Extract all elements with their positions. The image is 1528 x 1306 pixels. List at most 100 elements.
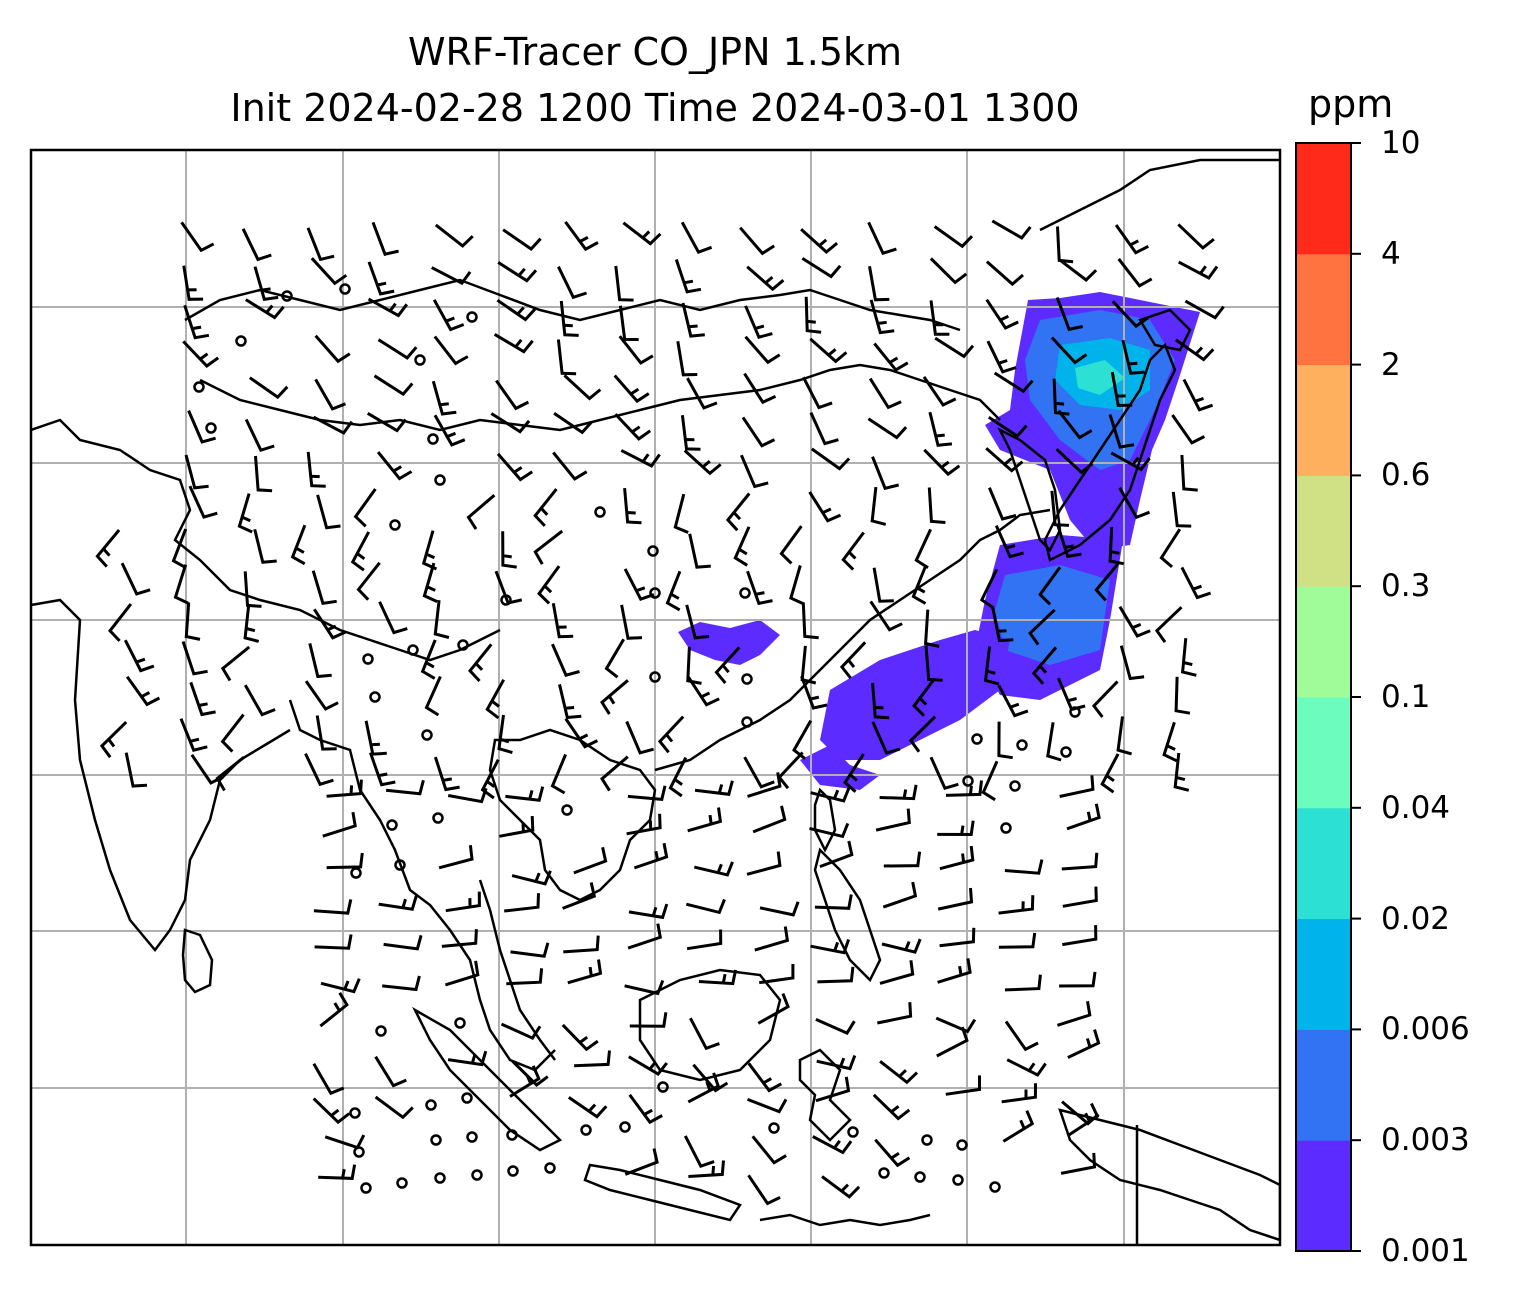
wind-barb xyxy=(604,638,625,679)
wind-barb xyxy=(997,721,1013,760)
wind-barb xyxy=(676,341,698,377)
wind-barb xyxy=(623,568,655,602)
wind-barb xyxy=(171,528,188,569)
wind-barb xyxy=(624,979,665,996)
wind-barb xyxy=(304,680,339,711)
korea xyxy=(997,427,1062,553)
colorbar-tick-label: 0.02 xyxy=(1381,900,1451,937)
wind-barb xyxy=(364,720,387,756)
wind-barb xyxy=(622,221,662,246)
calm-wind-marker xyxy=(507,1165,519,1177)
wind-barb xyxy=(686,377,718,410)
wind-barb xyxy=(625,720,654,755)
calm-wind-marker xyxy=(375,1025,387,1037)
calm-wind-marker xyxy=(389,519,401,531)
wind-barb xyxy=(559,300,579,337)
colorbar-segment xyxy=(1296,143,1351,255)
wind-barb xyxy=(431,266,472,286)
wind-barb xyxy=(1100,753,1120,794)
wind-barb xyxy=(686,646,702,685)
wind-barb xyxy=(181,641,208,676)
wind-barb xyxy=(562,882,597,910)
colorbar-tick-label: 10 xyxy=(1381,125,1421,161)
wind-barb xyxy=(733,526,751,567)
calm-wind-marker xyxy=(430,1134,442,1146)
wind-barb xyxy=(629,1012,668,1028)
wind-barb xyxy=(810,447,851,471)
map-subtitle: Init 2024-02-28 1200 Time 2024-03-01 130… xyxy=(230,86,1080,130)
wind-barb xyxy=(1159,528,1182,569)
wind-barb xyxy=(1117,257,1153,288)
wind-barb xyxy=(1055,448,1094,475)
wind-barb xyxy=(314,378,347,411)
wind-barb xyxy=(506,968,544,986)
wind-barb xyxy=(421,530,438,571)
calm-wind-marker xyxy=(1009,780,1021,792)
calm-wind-marker xyxy=(421,729,433,741)
wind-barb xyxy=(873,342,909,372)
wind-barb xyxy=(563,935,600,954)
calm-wind-marker xyxy=(362,653,374,665)
plume-china-coast xyxy=(820,630,1010,760)
calm-wind-marker xyxy=(434,474,446,486)
wind-barb xyxy=(804,296,822,334)
wind-barb xyxy=(350,531,371,572)
wind-barb xyxy=(618,335,654,365)
wind-barb xyxy=(815,1076,851,1103)
wind-barb xyxy=(758,964,795,985)
wind-barb xyxy=(494,570,523,605)
wind-barb xyxy=(743,756,775,789)
wind-barb xyxy=(1004,1020,1039,1052)
wind-barb xyxy=(501,531,517,569)
sulawesi xyxy=(798,1048,852,1142)
wind-barb xyxy=(1154,606,1183,643)
wind-barb xyxy=(557,266,588,300)
calm-wind-marker xyxy=(544,1162,556,1174)
co-tracer-layer xyxy=(678,292,1200,790)
wind-barb xyxy=(374,1095,414,1120)
wind-barb xyxy=(747,1062,783,1093)
colorbar-unit-label: ppm xyxy=(1308,82,1394,126)
wind-barb xyxy=(680,221,713,255)
wind-barb xyxy=(306,451,326,488)
wind-barb xyxy=(497,714,513,755)
wind-barb xyxy=(1110,451,1151,472)
wind-barb xyxy=(356,561,381,601)
wind-barb xyxy=(657,715,685,754)
calm-wind-marker xyxy=(425,1099,437,1111)
wind-barb xyxy=(698,969,738,986)
wind-barb xyxy=(694,780,734,796)
wind-barb xyxy=(237,493,253,534)
wind-barb xyxy=(934,336,975,359)
calm-wind-marker xyxy=(205,422,217,434)
wind-barb xyxy=(908,715,937,753)
wind-barb xyxy=(789,564,805,606)
wind-barb xyxy=(123,639,155,673)
wind-barb xyxy=(1091,680,1119,718)
wind-barb xyxy=(618,305,639,342)
luzon xyxy=(813,847,882,983)
wind-barb xyxy=(313,899,353,915)
wind-barb xyxy=(1177,223,1215,250)
wind-barb xyxy=(184,454,209,490)
wind-barb xyxy=(1056,226,1074,264)
wind-barb xyxy=(253,528,277,564)
wind-barb xyxy=(304,752,334,787)
wind-barb xyxy=(95,529,121,568)
wind-barb xyxy=(1062,886,1098,908)
wind-barb xyxy=(1060,1152,1097,1175)
wind-barb xyxy=(777,751,804,790)
himalaya-border xyxy=(31,418,501,662)
wind-barb xyxy=(922,376,957,407)
wind-barb xyxy=(1062,925,1098,947)
wind-barb xyxy=(744,305,773,339)
wind-barb xyxy=(373,374,414,397)
plume-china-coast-2 xyxy=(800,745,880,790)
wind-barb xyxy=(945,1075,981,1096)
wind-barb xyxy=(312,1097,351,1125)
wind-barb xyxy=(1171,491,1192,528)
wind-barb xyxy=(874,1138,911,1168)
wind-barb xyxy=(600,755,629,792)
wind-barb xyxy=(1004,859,1044,875)
wind-barb xyxy=(316,494,341,530)
